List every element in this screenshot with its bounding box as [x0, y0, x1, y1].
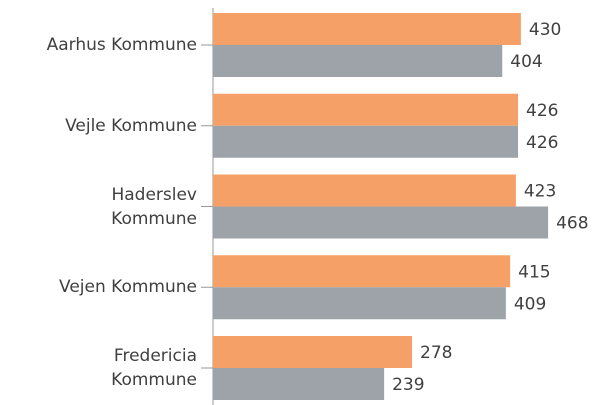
category-label: Haderslev Kommune	[111, 184, 197, 229]
category-label: Vejen Kommune	[59, 277, 197, 298]
value-label: 426	[526, 133, 558, 153]
value-label: 239	[392, 375, 424, 395]
category-label: Fredericia Kommune	[111, 346, 197, 390]
bar	[213, 206, 549, 239]
bar	[213, 13, 521, 45]
category-label: Vejle Kommune	[65, 115, 197, 136]
value-label: 409	[514, 294, 546, 314]
value-label: 278	[420, 343, 452, 363]
category-label: Aarhus Kommune	[46, 35, 197, 55]
bar	[213, 336, 413, 368]
bar	[213, 368, 385, 400]
value-label: 423	[524, 182, 556, 202]
value-label: 430	[529, 20, 561, 40]
bar	[213, 45, 503, 77]
bar	[213, 255, 511, 288]
bar	[213, 287, 506, 320]
value-label: 415	[518, 262, 550, 282]
value-label: 468	[556, 214, 588, 234]
value-label: 404	[510, 52, 542, 72]
bar	[213, 174, 516, 207]
bar	[213, 125, 519, 158]
value-label: 426	[526, 101, 558, 121]
bar	[213, 93, 519, 126]
